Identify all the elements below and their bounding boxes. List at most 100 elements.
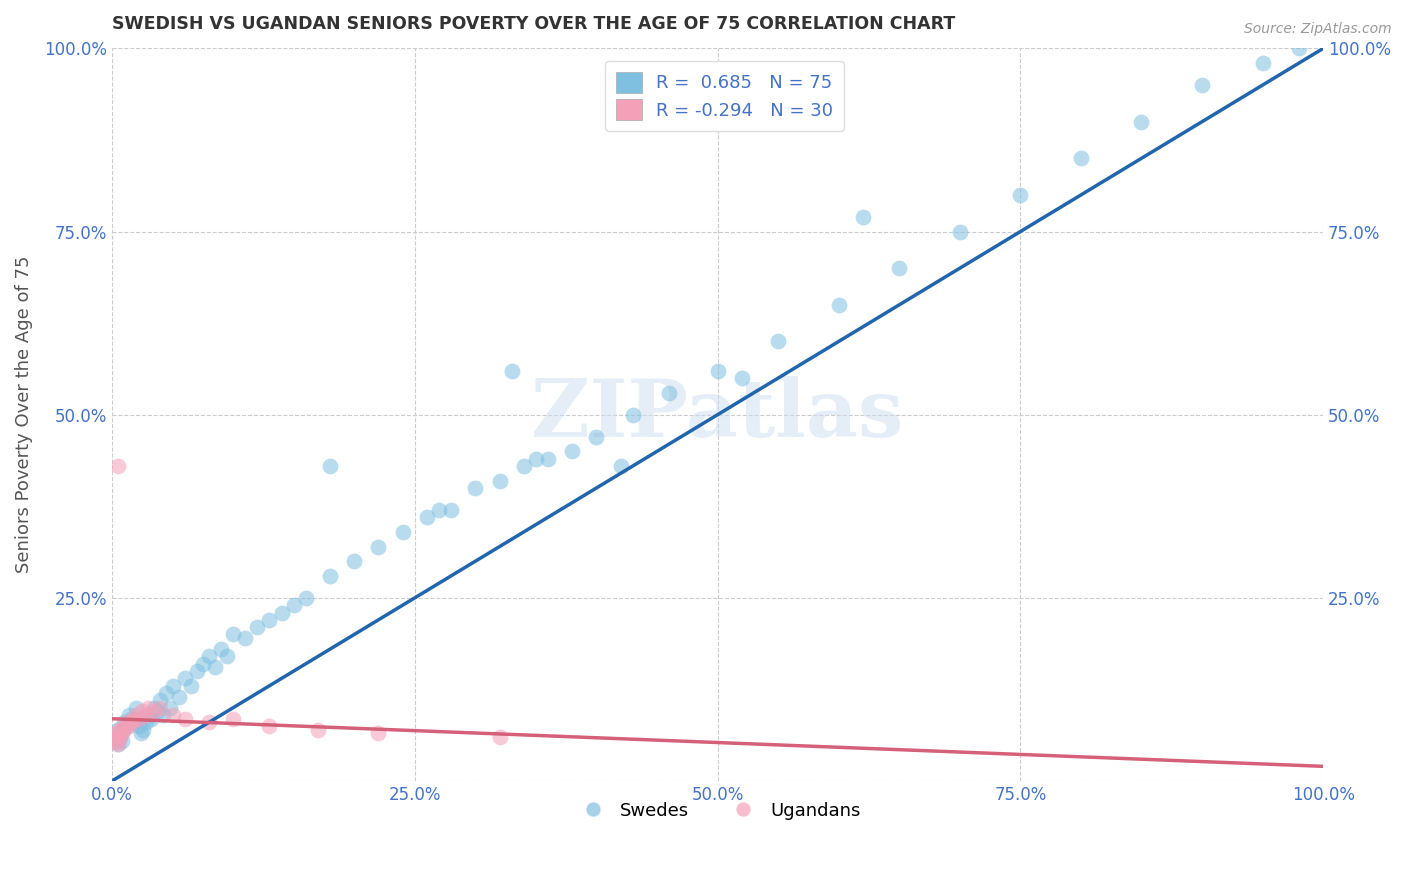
Point: [259, 613, 281, 627]
Point: [149, 700, 172, 714]
Point: [155, 686, 177, 700]
Point: [108, 726, 131, 740]
Point: [136, 708, 159, 723]
Point: [319, 569, 342, 583]
Point: [766, 334, 789, 349]
Point: [152, 708, 174, 723]
Point: [173, 712, 195, 726]
Point: [270, 606, 292, 620]
Point: [1251, 56, 1274, 70]
Point: [513, 458, 536, 473]
Point: [120, 712, 142, 726]
Legend: Swedes, Ugandans: Swedes, Ugandans: [568, 795, 868, 827]
Point: [135, 708, 157, 723]
Point: [110, 730, 132, 744]
Point: [110, 730, 132, 744]
Point: [105, 723, 128, 737]
Point: [131, 705, 153, 719]
Point: [186, 664, 208, 678]
Point: [1288, 41, 1310, 55]
Point: [319, 458, 342, 473]
Point: [162, 679, 184, 693]
Point: [107, 458, 129, 473]
Point: [222, 712, 245, 726]
Point: [343, 554, 366, 568]
Y-axis label: Seniors Poverty Over the Age of 75: Seniors Poverty Over the Age of 75: [15, 256, 32, 574]
Point: [233, 631, 256, 645]
Text: SWEDISH VS UGANDAN SENIORS POVERTY OVER THE AGE OF 75 CORRELATION CHART: SWEDISH VS UGANDAN SENIORS POVERTY OVER …: [112, 15, 955, 33]
Point: [103, 733, 125, 747]
Point: [118, 719, 141, 733]
Point: [658, 385, 681, 400]
Point: [706, 364, 728, 378]
Point: [1130, 114, 1153, 128]
Point: [111, 726, 134, 740]
Point: [111, 723, 134, 737]
Point: [294, 591, 316, 605]
Text: Source: ZipAtlas.com: Source: ZipAtlas.com: [1244, 22, 1392, 37]
Point: [146, 705, 169, 719]
Point: [609, 458, 631, 473]
Point: [143, 700, 166, 714]
Point: [112, 715, 135, 730]
Point: [159, 700, 181, 714]
Text: ZIPatlas: ZIPatlas: [531, 376, 904, 454]
Point: [1010, 188, 1032, 202]
Point: [259, 719, 281, 733]
Point: [125, 700, 148, 714]
Point: [246, 620, 269, 634]
Point: [1191, 78, 1213, 92]
Point: [440, 503, 463, 517]
Point: [180, 679, 202, 693]
Point: [488, 730, 510, 744]
Point: [132, 723, 155, 737]
Point: [115, 719, 138, 733]
Point: [621, 408, 644, 422]
Point: [103, 730, 125, 744]
Point: [852, 210, 875, 224]
Point: [111, 733, 134, 747]
Point: [129, 726, 152, 740]
Point: [367, 540, 389, 554]
Point: [427, 503, 450, 517]
Point: [367, 726, 389, 740]
Point: [204, 660, 226, 674]
Point: [103, 730, 125, 744]
Point: [115, 715, 138, 730]
Point: [464, 481, 486, 495]
Point: [191, 657, 214, 671]
Point: [198, 715, 221, 730]
Point: [118, 708, 141, 723]
Point: [108, 723, 131, 737]
Point: [107, 737, 129, 751]
Point: [889, 261, 911, 276]
Point: [173, 672, 195, 686]
Point: [105, 733, 128, 747]
Point: [162, 708, 184, 723]
Point: [731, 371, 754, 385]
Point: [122, 712, 145, 726]
Point: [416, 510, 439, 524]
Point: [149, 693, 172, 707]
Point: [112, 719, 135, 733]
Point: [128, 719, 150, 733]
Point: [107, 737, 129, 751]
Point: [501, 364, 523, 378]
Point: [949, 225, 972, 239]
Point: [167, 690, 190, 704]
Point: [136, 700, 159, 714]
Point: [198, 649, 221, 664]
Point: [222, 627, 245, 641]
Point: [391, 524, 413, 539]
Point: [139, 712, 162, 726]
Point: [104, 726, 127, 740]
Point: [143, 705, 166, 719]
Point: [537, 451, 560, 466]
Point: [1070, 151, 1092, 165]
Point: [307, 723, 329, 737]
Point: [585, 430, 607, 444]
Point: [120, 715, 142, 730]
Point: [209, 642, 232, 657]
Point: [128, 712, 150, 726]
Point: [111, 723, 134, 737]
